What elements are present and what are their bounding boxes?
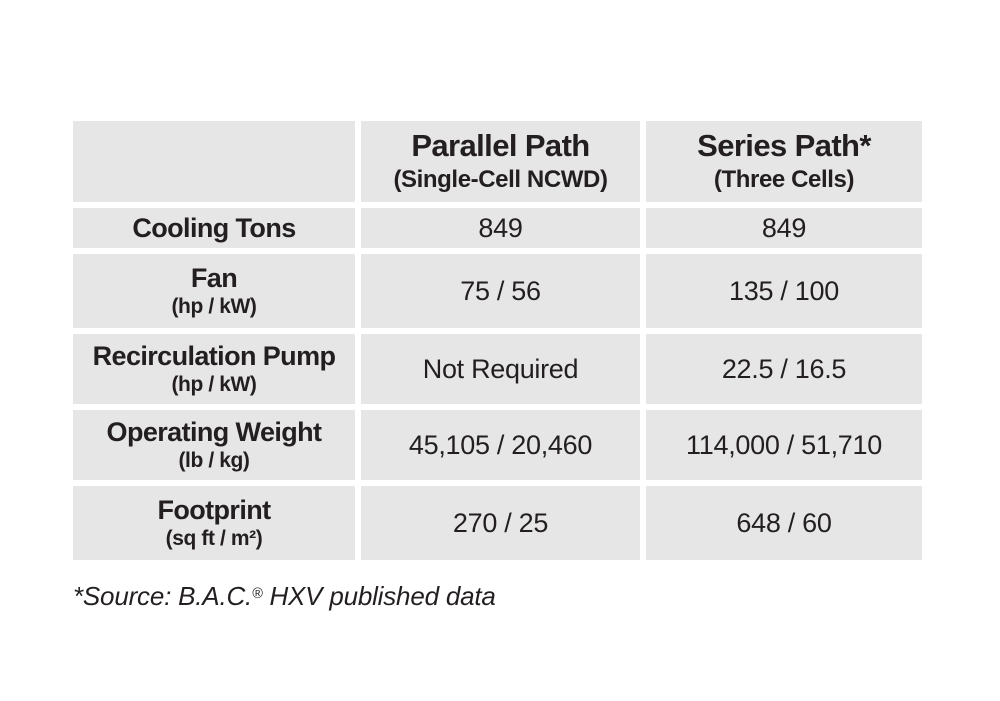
cell-operating-weight-series: 114,000 / 51,710: [646, 410, 922, 480]
row-header-recirculation-pump: Recirculation Pump (hp / kW): [73, 334, 355, 404]
row-label: Footprint: [157, 495, 271, 526]
row-label: Fan: [190, 263, 238, 294]
cell-cooling-tons-series: 849: [646, 208, 922, 248]
row-header-operating-weight: Operating Weight (lb / kg): [73, 410, 355, 480]
row-label: Cooling Tons: [132, 212, 296, 243]
cell-recirculation-pump-series: 22.5 / 16.5: [646, 334, 922, 404]
row-label: Operating Weight: [106, 417, 323, 448]
cell-fan-parallel: 75 / 56: [361, 254, 640, 328]
row-label: Recirculation Pump: [92, 341, 336, 372]
row-unit: (hp / kW): [171, 373, 257, 397]
row-unit: (sq ft / m²): [165, 527, 263, 551]
column-title-series-path: Series Path*: [697, 128, 871, 164]
cell-footprint-series: 648 / 60: [646, 486, 922, 560]
column-subtitle-parallel-path: (Single-Cell NCWD): [393, 165, 608, 193]
comparison-table: Parallel Path (Single-Cell NCWD) Series …: [73, 121, 922, 560]
table-corner-cell: [73, 121, 355, 202]
column-title-parallel-path: Parallel Path: [411, 128, 590, 164]
source-footnote: *Source: B.A.C.® HXV published data: [73, 581, 496, 612]
row-unit: (hp / kW): [171, 295, 257, 319]
column-header-series-path: Series Path* (Three Cells): [646, 121, 922, 202]
cell-fan-series: 135 / 100: [646, 254, 922, 328]
cell-recirculation-pump-parallel: Not Required: [361, 334, 640, 404]
row-header-fan: Fan (hp / kW): [73, 254, 355, 328]
row-header-footprint: Footprint (sq ft / m²): [73, 486, 355, 560]
cell-operating-weight-parallel: 45,105 / 20,460: [361, 410, 640, 480]
row-header-cooling-tons: Cooling Tons: [73, 208, 355, 248]
footnote-text: *Source: B.A.C.: [73, 581, 253, 611]
cell-footprint-parallel: 270 / 25: [361, 486, 640, 560]
cell-cooling-tons-parallel: 849: [361, 208, 640, 248]
column-subtitle-series-path: (Three Cells): [713, 165, 855, 193]
footnote-text-continued: HXV published data: [262, 581, 496, 611]
registered-trademark-symbol: ®: [252, 585, 263, 602]
row-unit: (lb / kg): [178, 449, 250, 473]
column-header-parallel-path: Parallel Path (Single-Cell NCWD): [361, 121, 640, 202]
